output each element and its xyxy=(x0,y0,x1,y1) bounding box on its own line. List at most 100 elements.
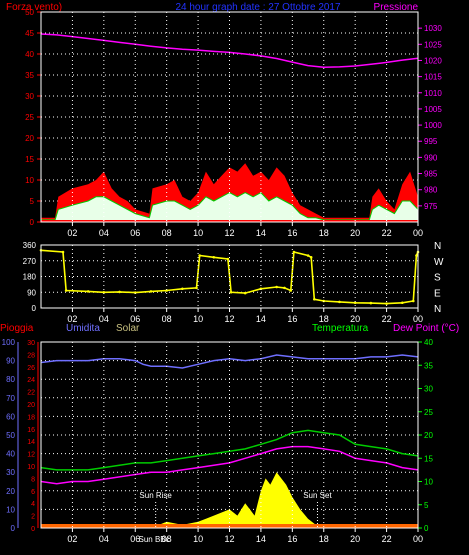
rain-ytick-label: 14 xyxy=(27,439,35,446)
dir-xtick-label: 22 xyxy=(382,314,392,324)
wind-xtick-label: 22 xyxy=(382,228,392,238)
pressure-ytick-label: 975 xyxy=(424,202,438,211)
wx-xtick-label: 06 xyxy=(130,534,140,544)
wx-xtick-label: 04 xyxy=(99,534,109,544)
rain-ytick-label: 6 xyxy=(31,489,35,496)
pressure-ytick-label: 995 xyxy=(424,137,438,146)
rain-ytick-label: 24 xyxy=(27,377,35,384)
wind-ytick-label: 45 xyxy=(25,29,34,38)
pressure-ytick-label: 1005 xyxy=(424,105,442,114)
dir-ytick-label: 90 xyxy=(27,288,36,297)
wind-xtick-label: 20 xyxy=(350,228,360,238)
pressure-ytick-label: 980 xyxy=(424,186,438,195)
wind-xtick-label: 14 xyxy=(256,228,266,238)
wind-xtick-label: 02 xyxy=(67,228,77,238)
rain-ytick-label: 12 xyxy=(27,452,35,459)
wx-xtick-label: 22 xyxy=(382,534,392,544)
temp-ytick-label: 20 xyxy=(424,431,433,440)
rain-ytick-label: 28 xyxy=(27,352,35,359)
rain-ytick-label: 18 xyxy=(27,414,35,421)
temp-ytick-label: 40 xyxy=(424,338,433,347)
wind-ytick-label: 15 xyxy=(25,155,34,164)
avg-wind-area xyxy=(40,191,419,223)
humidity-ytick-label: 30 xyxy=(6,468,15,477)
temp-ytick-label: 10 xyxy=(424,478,433,487)
wind-direction-point xyxy=(64,289,68,292)
temperatura-label: Temperatura xyxy=(312,323,369,334)
wind-direction-point xyxy=(283,286,286,290)
solar-label: Solar xyxy=(116,323,140,334)
wind-xtick-label: 06 xyxy=(130,228,140,238)
wx-xtick-label: 12 xyxy=(224,534,234,544)
sunrise-label: Sun Rise xyxy=(139,491,172,500)
wind-direction-point xyxy=(411,299,415,303)
wind-ytick-label: 35 xyxy=(25,71,34,80)
pressure-ytick-label: 1030 xyxy=(424,24,442,33)
wind-direction-point xyxy=(133,291,137,294)
wind-xtick-label: 08 xyxy=(162,228,172,238)
rain-ytick-label: 8 xyxy=(31,476,35,483)
header-left-label: Forza vento) xyxy=(6,2,62,13)
sunbbc-label: Sun BBc xyxy=(139,535,170,544)
wind-direction-point xyxy=(61,250,65,254)
rain-ytick-label: 26 xyxy=(27,365,35,372)
wind-direction-point xyxy=(198,254,201,257)
wind-direction-point xyxy=(226,257,230,261)
pressure-ytick-label: 1020 xyxy=(424,56,442,65)
umidita-label: Umidita xyxy=(66,323,100,334)
wx-xtick-label: 08 xyxy=(162,534,172,544)
wind-direction-point xyxy=(243,291,247,295)
wx-xtick-label: 20 xyxy=(350,534,360,544)
wind-direction-point xyxy=(212,255,216,259)
wind-direction-point xyxy=(292,250,296,254)
dir-ytick-label: 360 xyxy=(23,241,37,250)
solar-area xyxy=(41,472,418,528)
rain-ytick-label: 30 xyxy=(27,340,35,347)
compass-label: S xyxy=(434,273,441,284)
wind-direction-point xyxy=(149,290,153,293)
humidity-line xyxy=(40,354,419,369)
pioggia-label: Pioggia xyxy=(0,323,34,334)
dir-ytick-label: 270 xyxy=(23,257,37,266)
temp-ytick-label: 15 xyxy=(424,454,433,463)
wind-direction-point xyxy=(118,290,121,294)
rain-ytick-label: 0 xyxy=(31,526,35,533)
wind-direction-point xyxy=(181,287,184,291)
dir-xtick-label: 12 xyxy=(224,314,234,324)
rain-ytick-label: 20 xyxy=(27,402,35,409)
wind-ytick-label: 5 xyxy=(30,197,35,206)
compass-label: E xyxy=(434,288,441,299)
dir-xtick-label: 20 xyxy=(350,314,360,324)
wind-ytick-label: 30 xyxy=(25,92,34,101)
wind-direction-point xyxy=(165,289,168,292)
humidity-ytick-label: 10 xyxy=(6,505,15,514)
pressure-ytick-label: 1025 xyxy=(424,40,442,49)
rain-ytick-label: 4 xyxy=(31,501,35,508)
compass-label: N xyxy=(434,241,441,252)
wind-xtick-label: 18 xyxy=(319,228,329,238)
humidity-ytick-label: 20 xyxy=(6,487,15,496)
wind-direction-point xyxy=(415,254,418,257)
temp-ytick-label: 0 xyxy=(424,524,429,533)
wind-ytick-label: 25 xyxy=(25,113,34,122)
pressure-ytick-label: 990 xyxy=(424,153,438,162)
temp-ytick-label: 5 xyxy=(424,501,429,510)
humidity-ytick-label: 100 xyxy=(2,338,16,347)
humidity-ytick-label: 60 xyxy=(6,412,15,421)
wind-pressure-panel: 0510152025303540455097598098599099510001… xyxy=(25,8,442,238)
wind-direction-point xyxy=(306,254,310,257)
humidity-ytick-label: 80 xyxy=(6,375,15,384)
wind-direction-point xyxy=(102,290,106,294)
wind-direction-point xyxy=(86,290,90,293)
wind-direction-point xyxy=(289,289,293,292)
temperature-line xyxy=(40,429,419,471)
dir-xtick-label: 18 xyxy=(319,314,329,324)
dir-xtick-label: 06 xyxy=(130,314,140,324)
dir-xtick-label: 00 xyxy=(413,314,423,324)
wx-xtick-label: 14 xyxy=(256,534,266,544)
wind-direction-point xyxy=(313,297,316,301)
wind-xtick-label: 04 xyxy=(99,228,109,238)
pressure-ytick-label: 1015 xyxy=(424,73,442,82)
rain-ytick-label: 22 xyxy=(27,390,35,397)
